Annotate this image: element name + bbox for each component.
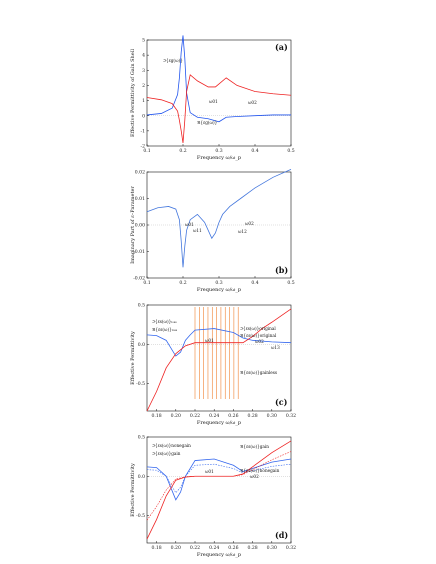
panel-label-c: (c) [275, 397, 288, 407]
x-tick-label: 0.2 [179, 280, 186, 286]
ann-a-w02: ω02 [248, 100, 257, 105]
y-axis-label-a: Effective Permittivity of Gain Shell [130, 49, 136, 137]
ann-c-imag-loss: ℑ{εs(ω)}ₗₒₛₛ [152, 319, 177, 324]
panel-c: 0.18 0.20 0.22 0.24 0.26 0.28 0.30 0.32 0.5 0.0 -0… [130, 303, 296, 426]
x-tick-label: 0.5 [287, 148, 294, 154]
panel-label-a: (a) [275, 42, 288, 52]
ann-d-imag-gain: ℑ{εs(ω)}gain [152, 451, 181, 456]
x-tick-label: 0.5 [287, 280, 294, 286]
y-tick-label: -1 [141, 128, 146, 134]
orange-resonance-lines [194, 307, 239, 399]
x-tick-label: 0.1 [143, 148, 150, 154]
y-tick-label: -0.5 [136, 513, 145, 519]
panel-a: 0.1 0.2 0.3 0.4 0.5 5 4 3 2 1 0 -1 -2 Frequency ω/ω_… [130, 35, 295, 161]
x-tick-label: 0.20 [171, 545, 181, 551]
y-tick-label: 1 [142, 98, 145, 104]
x-axis-label-b: Frequency ω/ω_p [197, 287, 241, 293]
series-line-0 [146, 328, 292, 357]
ann-c-w01: ω01 [205, 338, 214, 343]
x-tick-label: 0.24 [209, 413, 219, 419]
x-axis-label-c: Frequency ω/ω_p [197, 420, 241, 426]
y-tick-label: 0.00 [135, 223, 145, 229]
x-tick-label: 0.32 [286, 545, 296, 551]
ann-c-real-loss: ℜ{εs(ω)}ₗₒₛₛ [152, 327, 178, 332]
x-tick-label: 0.18 [151, 413, 161, 419]
ann-c-imag-orig: ℑ{εs(ω)}original [240, 326, 276, 331]
panel-d: 0.18 0.20 0.22 0.24 0.26 0.28 0.30 0.32 0.5 0.0 -0… [130, 435, 296, 558]
x-tick-label: 0.28 [247, 545, 257, 551]
x-tick-label: 0.30 [267, 413, 277, 419]
x-tick-label: 0.4 [251, 148, 258, 154]
annotations-d: ℑ{εs(ω)}nonegain ℑ{εs(ω)}gain ℜ{εs(ω)}ga… [152, 443, 280, 479]
y-tick-label: 0 [142, 113, 145, 119]
y-tick-label: 0.0 [138, 342, 145, 348]
ann-c-w13: ω13 [271, 345, 280, 350]
ann-d-imag-none: ℑ{εs(ω)}nonegain [152, 443, 191, 448]
y-tick-label: -0.5 [136, 381, 145, 387]
series-line-0 [146, 35, 291, 123]
ann-b-w11: ω11 [193, 228, 202, 233]
ann-d-real-gain: ℜ{εs(ω)}gain [240, 444, 269, 449]
x-tick-label: 0.30 [267, 545, 277, 551]
annotations-b: ω01 ω02 ω11 ω12 [185, 221, 254, 234]
y-tick-label: 3 [142, 68, 145, 74]
series-dashed-0 [146, 463, 292, 494]
y-tick-label: 0.01 [135, 196, 145, 202]
y-tick-label: 0.5 [138, 303, 145, 309]
x-tick-label: 0.22 [190, 545, 200, 551]
series-line-0 [146, 168, 292, 268]
series-dashed-1 [146, 451, 292, 521]
ann-a-imag: ℑ{εg(ω)} [163, 58, 183, 63]
y-axis-label-d: Effective Permittivity [130, 463, 136, 517]
ann-d-w01: ω01 [205, 469, 214, 474]
x-tick-label: 0.26 [228, 545, 238, 551]
annotations-a: ℑ{εg(ω)} ℜ{εg(ω)} ω01 ω02 [163, 58, 257, 125]
y-tick-label: 0.5 [138, 435, 145, 441]
x-tick-label: 0.3 [215, 148, 222, 154]
series-line-1 [146, 74, 292, 144]
x-tick-label: 0.32 [286, 413, 296, 419]
x-axis-label-a: Frequency ω/ω_p [197, 155, 241, 161]
x-axis-label-d: Frequency ω/ω_p [197, 552, 241, 558]
x-tick-label: 0.4 [251, 280, 258, 286]
y-tick-label: -2 [141, 144, 146, 150]
ann-a-w01: ω01 [209, 99, 218, 104]
x-tick-label: 0.2 [179, 148, 186, 154]
ann-a-real: ℜ{εg(ω)} [197, 120, 218, 125]
ann-d-real-none: ℜ{εs(ω)}nonegain [240, 468, 280, 473]
x-tick-label: 0.20 [171, 413, 181, 419]
y-axis-label-b: Imaginary Part of ε–Parameter [130, 186, 136, 264]
ann-c-real-orig: ℜ{εs(ω)}original [240, 333, 277, 338]
x-tick-label: 0.28 [247, 413, 257, 419]
y-tick-label: 4 [142, 53, 145, 59]
x-tick-label: 0.1 [143, 280, 150, 286]
y-tick-label: 5 [142, 38, 145, 44]
x-tick-label: 0.3 [215, 280, 222, 286]
x-tick-label: 0.18 [151, 545, 161, 551]
x-tick-label: 0.22 [190, 413, 200, 419]
x-tick-label: 0.24 [209, 545, 219, 551]
ann-c-w02: ω02 [255, 339, 264, 344]
ann-b-w01: ω01 [185, 222, 194, 227]
y-tick-label: 0.0 [138, 474, 145, 480]
y-axis-label-c: Effective Permittivity [130, 331, 136, 385]
ann-d-w02: ω02 [250, 474, 259, 479]
panel-label-b: (b) [275, 265, 288, 275]
y-tick-label: 2 [142, 83, 145, 89]
ann-b-w02: ω02 [245, 221, 254, 226]
ann-c-real-gainless: ℜ{εs(ω)}gainless [240, 370, 277, 375]
y-tick-label: -0.01 [133, 249, 145, 255]
y-tick-label: -0.02 [133, 276, 145, 282]
annotations-c: ℑ{εs(ω)}ₗₒₛₛ ℜ{εs(ω)}ₗₒₛₛ ℑ{εs(ω)}origin… [152, 319, 280, 375]
panel-b: 0.1 0.2 0.3 0.4 0.5 0.02 0.01 0.00 -0.01 -0.02 Fr… [130, 168, 295, 293]
x-tick-label: 0.26 [228, 413, 238, 419]
ann-b-w12: ω12 [238, 229, 247, 234]
panel-label-d: (d) [275, 530, 288, 540]
y-tick-label: 0.02 [135, 170, 145, 176]
series-line-1 [146, 308, 292, 412]
